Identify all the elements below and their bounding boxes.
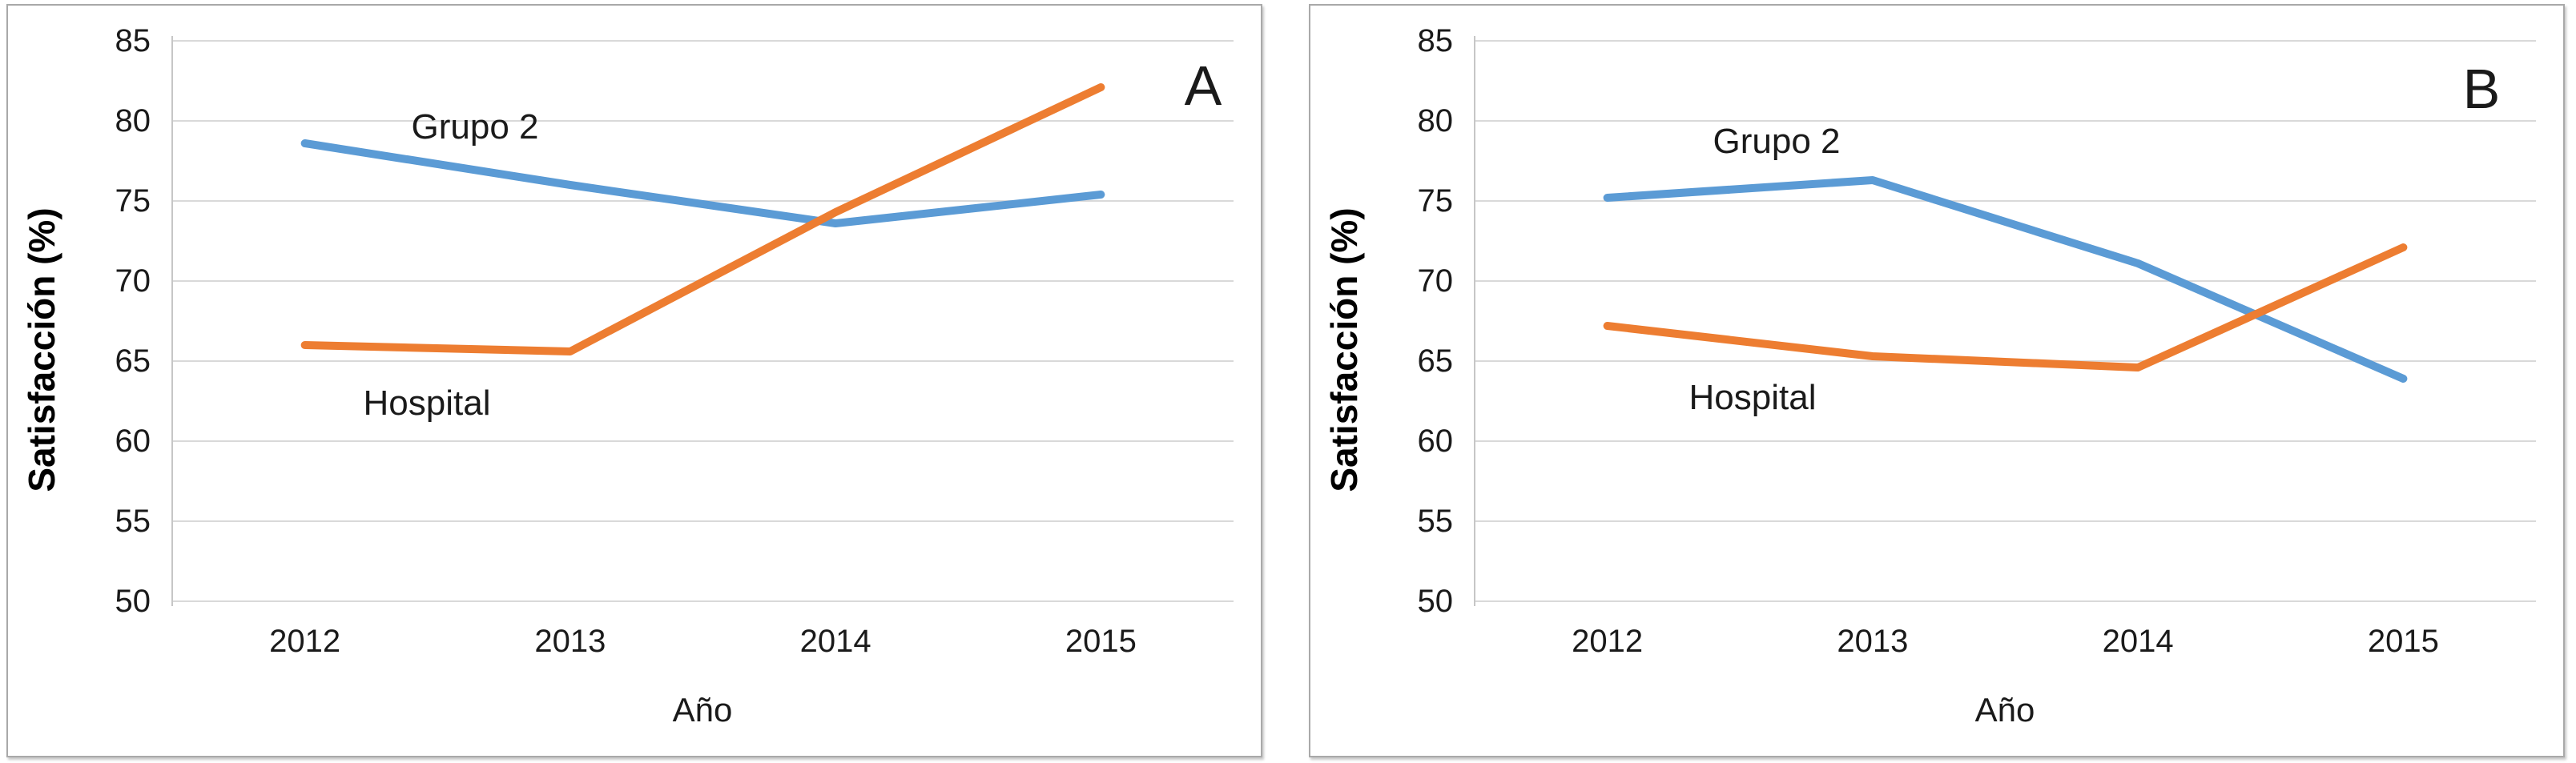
y-tick-label: 70 [115, 263, 151, 299]
x-tick-label: 2012 [269, 624, 341, 659]
y-tick-label: 55 [115, 504, 151, 539]
series-label-grupo2: Grupo 2 [1713, 122, 1841, 161]
y-tick-label: 70 [1417, 263, 1454, 299]
y-axis-title: Satisfacción (%) [1323, 207, 1365, 492]
y-tick-label: 65 [115, 343, 151, 379]
x-axis-title: Año [1974, 691, 2035, 729]
y-tick-label: 75 [1417, 183, 1454, 219]
plot-area [171, 36, 1234, 606]
panel-letter-a: A [1184, 54, 1222, 117]
y-tick-label: 50 [1417, 584, 1454, 619]
y-axis-title: Satisfacción (%) [21, 207, 62, 492]
x-tick-label: 2014 [2102, 624, 2174, 659]
y-tick-label: 60 [115, 424, 151, 459]
x-tick-label: 2014 [799, 624, 871, 659]
y-tick-label: 50 [115, 584, 151, 619]
chart-panel-b: 85 80 75 70 65 60 55 50 2012 2013 2014 2015 Satisf… [1309, 4, 2565, 757]
series-label-hospital: Hospital [363, 384, 491, 423]
y-tick-label: 65 [1417, 343, 1454, 379]
y-tick-label: 60 [1417, 424, 1454, 459]
x-tick-label: 2012 [1572, 624, 1644, 659]
y-tick-label: 55 [1417, 504, 1454, 539]
x-axis-title: Año [672, 691, 733, 729]
x-tick-label: 2013 [534, 624, 606, 659]
y-tick-label: 80 [115, 103, 151, 139]
chart-panel-a: 85 80 75 70 65 60 55 50 2012 2013 2014 2015 Satisf… [6, 4, 1262, 757]
y-tick-label: 75 [115, 183, 151, 219]
chart-panel-a-inner: 85 80 75 70 65 60 55 50 2012 2013 2014 2015 Satisf… [8, 6, 1261, 756]
chart-panel-b-inner: 85 80 75 70 65 60 55 50 2012 2013 2014 2015 Satisf… [1310, 6, 2563, 756]
x-tick-label: 2015 [2367, 624, 2439, 659]
y-tick-label: 85 [115, 23, 151, 58]
y-tick-label: 80 [1417, 103, 1454, 139]
x-tick-label: 2013 [1837, 624, 1909, 659]
x-tick-label: 2015 [1065, 624, 1137, 659]
panel-letter-b: B [2462, 58, 2501, 120]
plot-area [1474, 36, 2536, 606]
series-label-hospital: Hospital [1688, 378, 1817, 417]
y-tick-label: 85 [1417, 23, 1454, 58]
series-label-grupo2: Grupo 2 [411, 107, 539, 147]
